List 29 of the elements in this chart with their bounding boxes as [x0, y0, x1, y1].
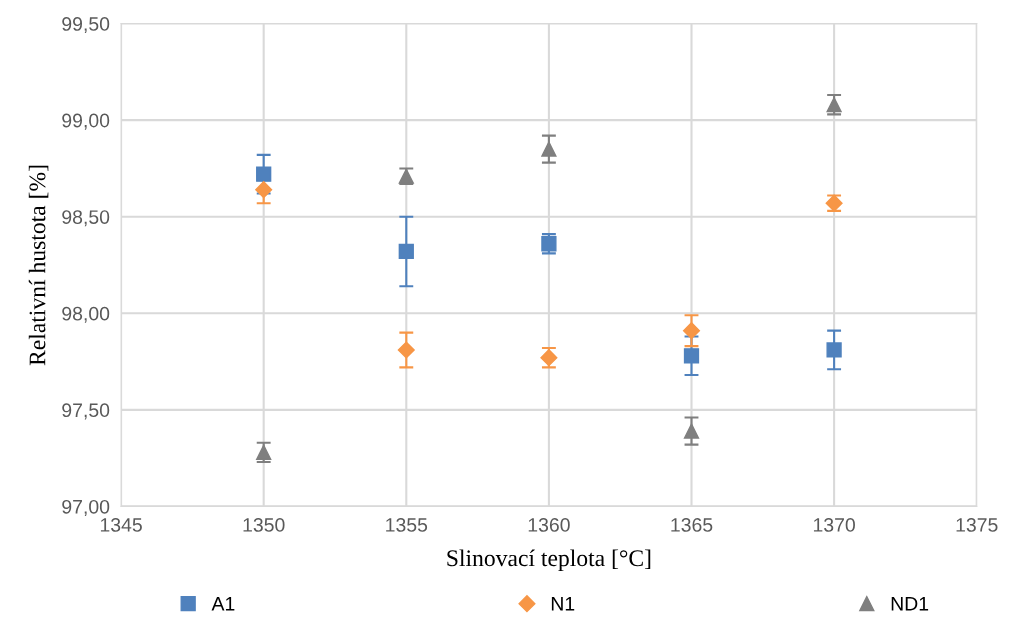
- y-axis-title: Relativní hustota [%]: [28, 165, 49, 366]
- point: [826, 342, 842, 358]
- y-tick-label: 99,50: [62, 17, 110, 34]
- x-tick-label: 1365: [671, 518, 713, 532]
- x-tick-label: 1345: [100, 518, 142, 532]
- y-tick-label: 98,50: [62, 210, 110, 227]
- y-tick-label: 97,00: [62, 499, 110, 516]
- point: [256, 166, 272, 182]
- y-tick-label: 99,00: [62, 113, 110, 130]
- point: [541, 141, 557, 157]
- legend-label: ND1: [891, 597, 929, 611]
- legend-label: A1: [211, 597, 235, 611]
- point: [826, 97, 842, 113]
- legend-label: N1: [551, 597, 575, 611]
- point: [255, 181, 273, 199]
- x-tick-label: 1350: [243, 518, 285, 532]
- point: [682, 322, 701, 340]
- point: [398, 243, 414, 260]
- x-tick-label: 1355: [386, 518, 428, 532]
- x-axis-title: Slinovací teplota [°C]: [447, 549, 651, 571]
- y-tick-label: 97,50: [62, 403, 110, 420]
- point: [683, 348, 700, 364]
- y-tick-label: 98,00: [62, 306, 110, 323]
- point: [397, 341, 415, 359]
- x-tick-label: 1375: [956, 518, 998, 532]
- x-tick-label: 1360: [528, 518, 570, 532]
- point: [683, 423, 700, 439]
- point: [256, 444, 272, 460]
- x-tick-label: 1370: [813, 518, 855, 532]
